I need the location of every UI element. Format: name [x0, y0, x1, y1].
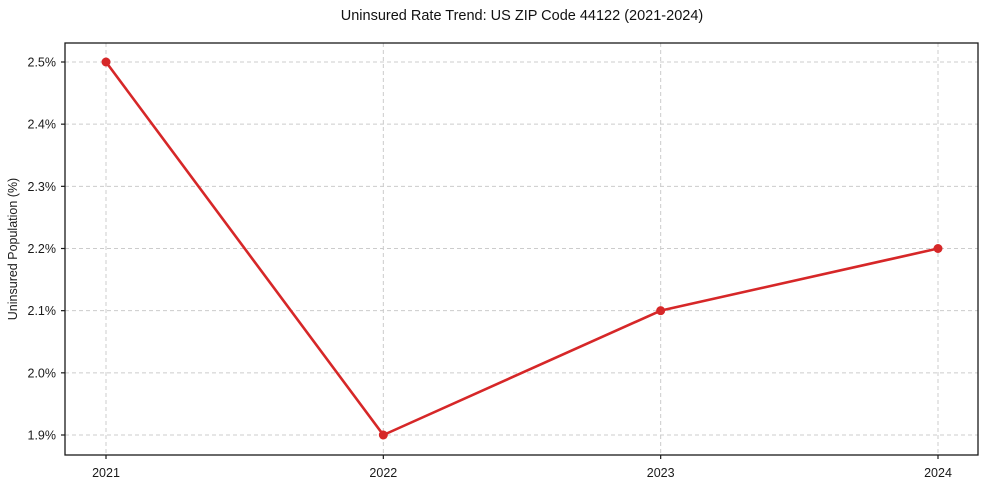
x-tick-label: 2024: [924, 466, 952, 480]
y-tick-label: 2.1%: [28, 304, 57, 318]
data-point: [101, 57, 111, 67]
y-tick-label: 1.9%: [28, 429, 57, 443]
x-tick-label: 2021: [92, 466, 120, 480]
x-tick-label: 2022: [369, 466, 397, 480]
plot-area: 1.9% 2.0% 2.1% 2.2% 2.3% 2.4% 2.5% 2021 2022 2023…: [28, 42, 979, 480]
y-tick-label: 2.4%: [28, 118, 57, 132]
x-tick-label: 2023: [647, 466, 675, 480]
data-point: [378, 430, 388, 440]
chart-title: Uninsured Rate Trend: US ZIP Code 44122 …: [341, 8, 703, 24]
data-point: [656, 306, 666, 316]
y-tick-label: 2.2%: [28, 242, 57, 256]
y-tick-label: 2.0%: [28, 366, 57, 380]
y-tick-label: 2.3%: [28, 180, 57, 194]
data-point: [933, 244, 943, 253]
y-tick-label: 2.5%: [28, 56, 57, 70]
y-axis-label: Uninsured Population (%): [6, 178, 20, 320]
data-line: [104, 60, 940, 437]
